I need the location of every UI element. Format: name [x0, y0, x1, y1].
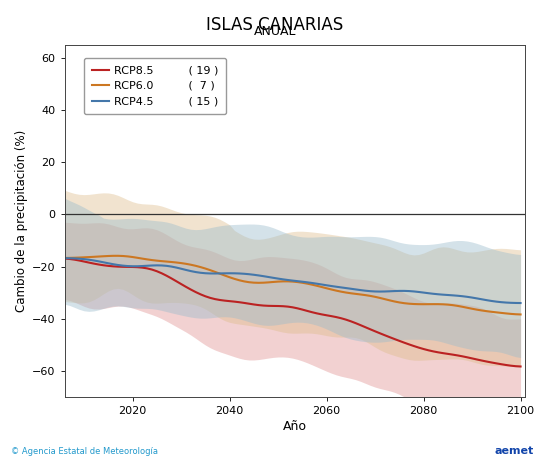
Y-axis label: Cambio de la precipitación (%): Cambio de la precipitación (%) [15, 130, 28, 312]
X-axis label: Año: Año [283, 420, 307, 433]
Text: © Agencia Estatal de Meteorología: © Agencia Estatal de Meteorología [11, 448, 158, 456]
Text: aemet: aemet [494, 446, 534, 456]
Text: ANUAL: ANUAL [254, 25, 296, 38]
Legend: RCP8.5          ( 19 ), RCP6.0          (  7 ), RCP4.5          ( 15 ): RCP8.5 ( 19 ), RCP6.0 ( 7 ), RCP4.5 ( 15… [84, 58, 226, 114]
Text: ISLAS CANARIAS: ISLAS CANARIAS [206, 16, 344, 34]
